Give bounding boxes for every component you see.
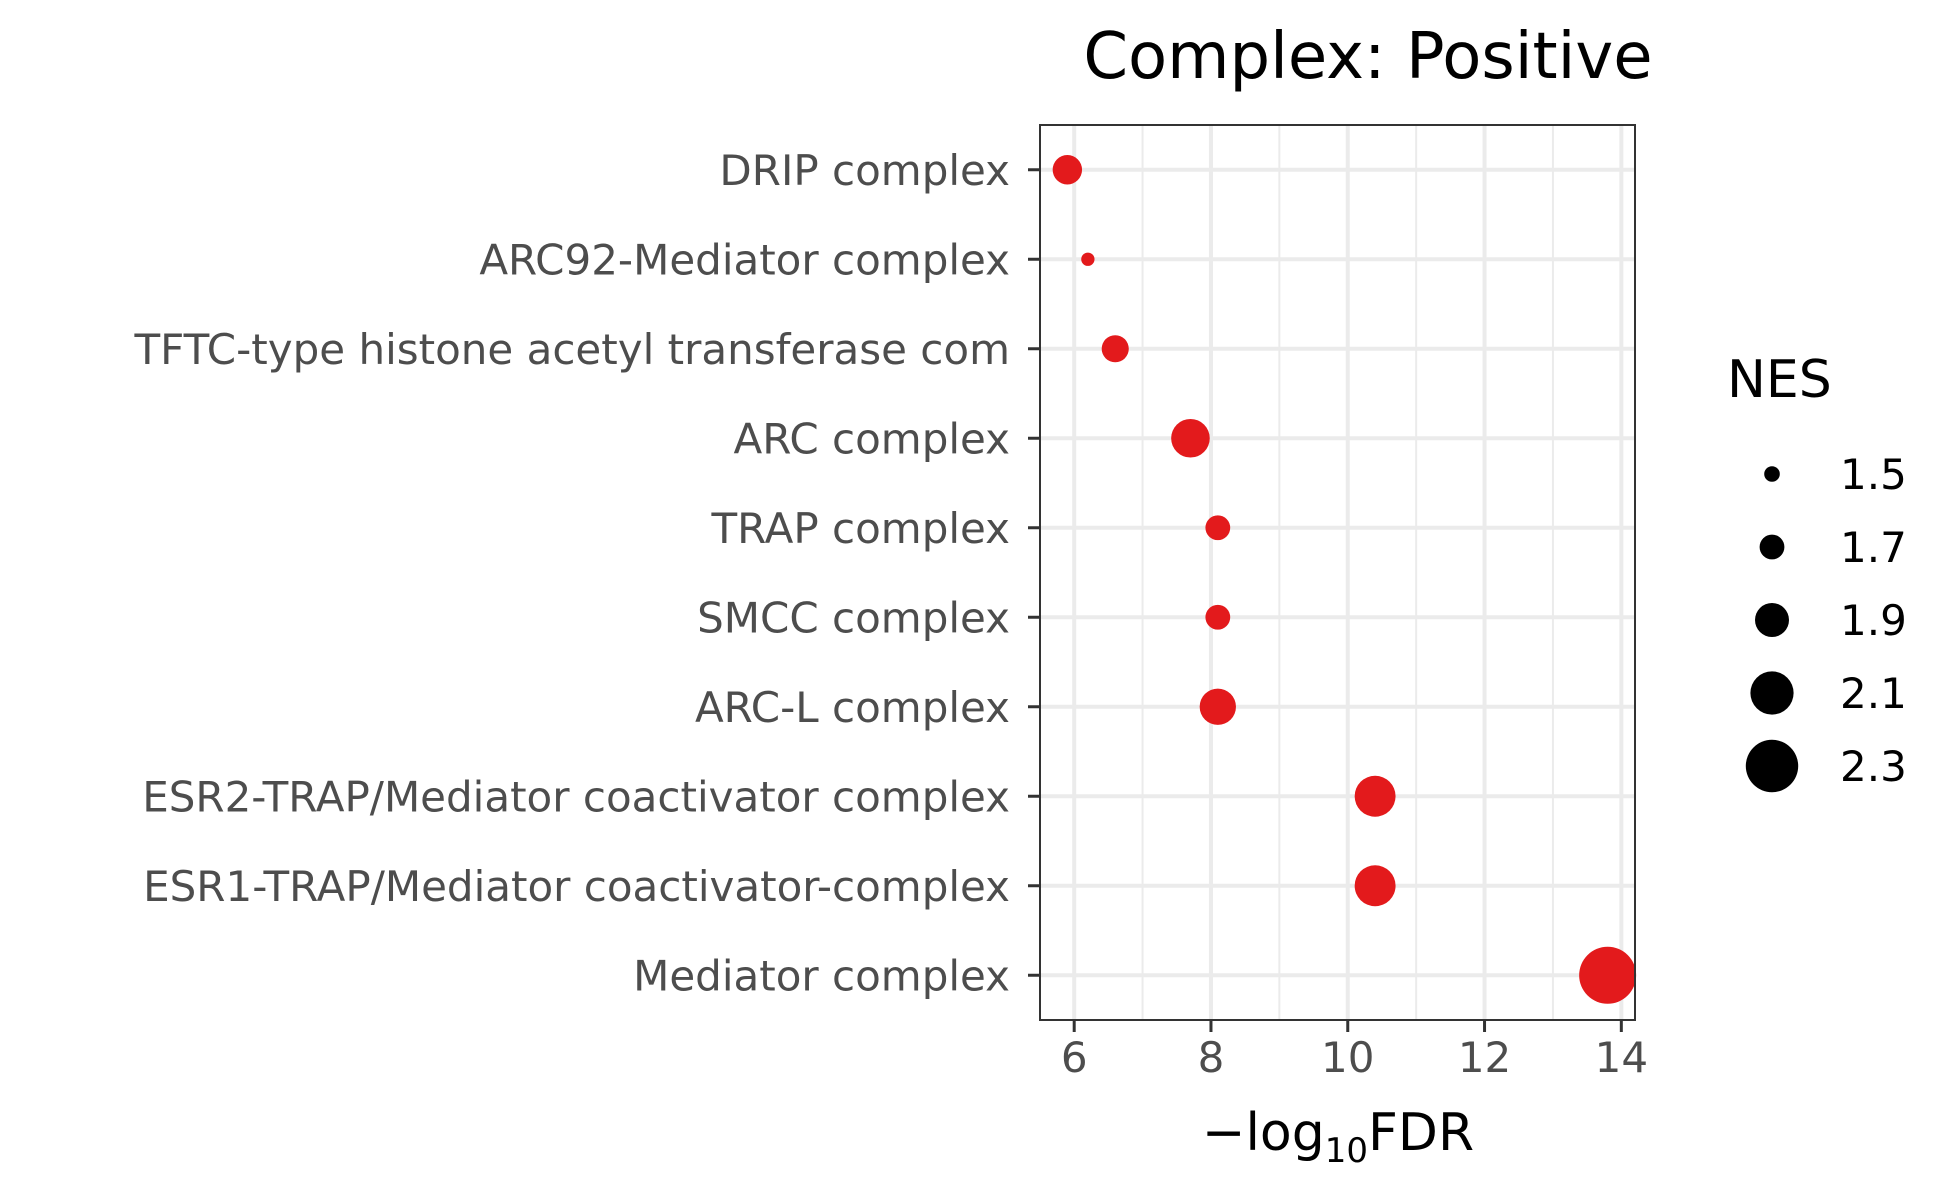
legend-label: 2.1	[1840, 669, 1907, 718]
y-category-label: TRAP complex	[710, 504, 1010, 553]
y-category-label: ARC92-Mediator complex	[479, 235, 1010, 284]
y-category-label: SMCC complex	[697, 593, 1010, 642]
data-point	[1205, 604, 1231, 630]
legend-label: 1.5	[1840, 450, 1907, 499]
x-axis: 6 8 10 12 14	[1061, 1020, 1648, 1082]
legend-key-2	[1755, 603, 1789, 637]
plot-border	[1039, 124, 1636, 1021]
legend-title: NES	[1727, 350, 1832, 410]
y-category-label: ARC-L complex	[695, 683, 1010, 732]
y-category-label: ESR2-TRAP/Mediator coactivator complex	[142, 772, 1010, 821]
data-point	[1199, 688, 1236, 725]
y-category-label: ESR1-TRAP/Mediator coactivator-complex	[143, 862, 1010, 911]
data-point	[1579, 946, 1637, 1004]
x-tick-label: 6	[1061, 1033, 1088, 1082]
data-point	[1205, 515, 1231, 541]
y-category-label: ARC complex	[734, 414, 1011, 463]
legend-label: 1.7	[1840, 523, 1907, 572]
data-point	[1081, 252, 1095, 266]
legend-key-1	[1759, 534, 1785, 560]
grid-lines	[1040, 125, 1635, 1020]
data-points	[1052, 155, 1637, 1004]
y-axis: DRIP complex ARC92-Mediator complex TFTC-t…	[134, 146, 1040, 1000]
data-point	[1171, 418, 1210, 458]
legend-label: 2.3	[1840, 742, 1907, 791]
x-tick-label: 8	[1198, 1033, 1225, 1082]
data-point	[1354, 775, 1396, 817]
plot-background	[1040, 125, 1635, 1020]
legend: NES 1.5 1.7 1.9 2.1 2.3	[1727, 350, 1907, 793]
x-axis-title-suffix: FDR	[1368, 1103, 1474, 1163]
x-tick-label: 10	[1321, 1033, 1374, 1082]
x-tick-label: 14	[1595, 1033, 1648, 1082]
x-tick-label: 12	[1458, 1033, 1511, 1082]
data-point	[1052, 155, 1083, 185]
y-category-label: DRIP complex	[719, 146, 1010, 195]
legend-key-3	[1750, 671, 1794, 715]
data-point	[1101, 335, 1129, 363]
x-axis-title-prefix: −log	[1202, 1103, 1325, 1163]
legend-key-4	[1745, 739, 1799, 793]
data-point	[1354, 865, 1396, 907]
x-axis-title-subscript: 10	[1325, 1131, 1368, 1171]
chart-title: Complex: Positive	[1083, 20, 1652, 94]
y-category-label: TFTC-type histone acetyl transferase com	[134, 325, 1010, 374]
legend-label: 1.9	[1840, 596, 1907, 645]
legend-key-0	[1764, 466, 1780, 482]
y-category-label: Mediator complex	[633, 951, 1010, 1000]
x-axis-title: −log10FDR	[1202, 1103, 1474, 1171]
